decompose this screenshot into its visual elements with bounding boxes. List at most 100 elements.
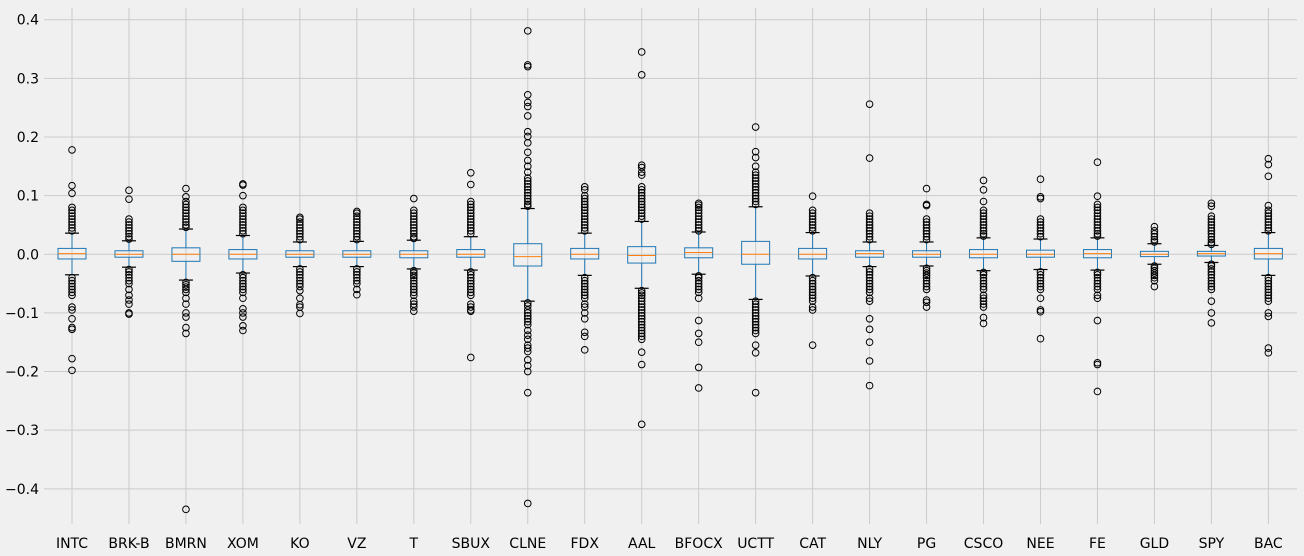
outlier-point <box>580 276 589 285</box>
outlier-point <box>922 227 931 235</box>
outlier-point <box>751 194 760 203</box>
outlier-point <box>637 206 646 215</box>
box-nee <box>1025 175 1055 343</box>
outlier-point <box>125 268 133 276</box>
outlier-point <box>353 209 361 218</box>
outlier-point <box>410 273 418 282</box>
outlier-point <box>751 314 760 323</box>
outlier-point <box>296 235 304 244</box>
y-tick-label: 0.1 <box>17 189 39 205</box>
outlier-point <box>296 232 304 241</box>
outlier-point <box>296 221 304 229</box>
outlier-point <box>751 185 760 194</box>
outlier-point <box>296 276 304 285</box>
outlier-point <box>751 123 760 131</box>
outlier-point <box>694 282 703 291</box>
outlier-point <box>410 224 418 232</box>
outlier-point <box>353 285 361 294</box>
outlier-point <box>239 273 247 282</box>
outlier-point <box>865 215 874 223</box>
outlier-point <box>922 215 931 223</box>
outlier-point <box>979 229 988 238</box>
outlier-point <box>637 332 646 341</box>
outlier-point <box>1036 268 1045 276</box>
box-csco <box>969 176 999 328</box>
outlier-point <box>1036 224 1045 232</box>
outlier-point <box>1264 206 1273 215</box>
outlier-point <box>353 273 361 282</box>
outlier-point <box>808 303 817 311</box>
x-tick-label: XOM <box>227 536 259 552</box>
outlier-point <box>637 185 646 194</box>
outlier-point <box>979 268 988 277</box>
outlier-point <box>751 306 760 314</box>
box-bmrn <box>171 184 201 514</box>
outlier-point <box>694 363 703 372</box>
outlier-point <box>523 174 532 182</box>
outlier-point <box>239 221 247 229</box>
outlier-point <box>979 232 988 240</box>
outlier-point <box>68 303 76 311</box>
x-tick-label: CSCO <box>964 536 1003 552</box>
outlier-point <box>865 270 874 279</box>
outlier-point <box>637 168 646 176</box>
outlier-point <box>523 347 532 356</box>
box-brk-b <box>114 186 144 318</box>
outlier-point <box>125 235 133 243</box>
outlier-point <box>694 316 703 325</box>
outlier-point <box>239 313 247 321</box>
box-intc <box>57 146 87 375</box>
outlier-point <box>410 288 418 297</box>
outlier-point <box>239 181 247 189</box>
outlier-point <box>808 291 817 300</box>
outlier-point <box>523 127 532 136</box>
outlier-point <box>1207 273 1216 282</box>
outlier-point <box>523 314 532 323</box>
outlier-point <box>1264 279 1273 288</box>
outlier-point <box>523 191 532 200</box>
outlier-point <box>353 290 361 299</box>
outlier-point <box>182 313 190 321</box>
outlier-point <box>523 168 532 176</box>
outlier-point <box>694 224 703 232</box>
outlier-point <box>182 309 190 317</box>
outlier-point <box>523 185 532 194</box>
outlier-point <box>68 212 76 220</box>
x-tick-label: BRK-B <box>108 536 149 552</box>
outlier-point <box>125 273 133 282</box>
outlier-point <box>239 212 247 220</box>
box-fdx <box>570 183 600 354</box>
outlier-point <box>979 215 988 223</box>
outlier-point <box>1207 319 1216 327</box>
outlier-point <box>1207 265 1216 273</box>
outlier-point <box>353 279 361 288</box>
outlier-point <box>1093 221 1102 229</box>
outlier-point <box>580 300 589 308</box>
outlier-point <box>1093 387 1102 396</box>
outlier-point <box>68 215 76 223</box>
outlier-point <box>68 282 76 291</box>
outlier-point <box>410 212 418 220</box>
outlier-point <box>466 218 475 226</box>
outlier-point <box>523 344 532 352</box>
outlier-point <box>694 215 703 223</box>
outlier-point <box>182 300 190 308</box>
outlier-point <box>580 291 589 300</box>
outlier-point <box>865 294 874 303</box>
outlier-point <box>125 285 133 294</box>
outlier-point <box>466 224 475 232</box>
y-tick-label: 0.2 <box>17 130 39 146</box>
outlier-point <box>182 215 190 223</box>
outlier-point <box>637 171 646 179</box>
outlier-point <box>182 193 190 201</box>
outlier-point <box>1093 273 1102 282</box>
outlier-point <box>1036 279 1045 288</box>
outlier-point <box>1207 221 1216 229</box>
outlier-point <box>466 180 475 189</box>
outlier-point <box>68 146 76 154</box>
box-sbux <box>456 168 486 362</box>
outlier-point <box>808 276 817 285</box>
outlier-point <box>182 221 190 229</box>
